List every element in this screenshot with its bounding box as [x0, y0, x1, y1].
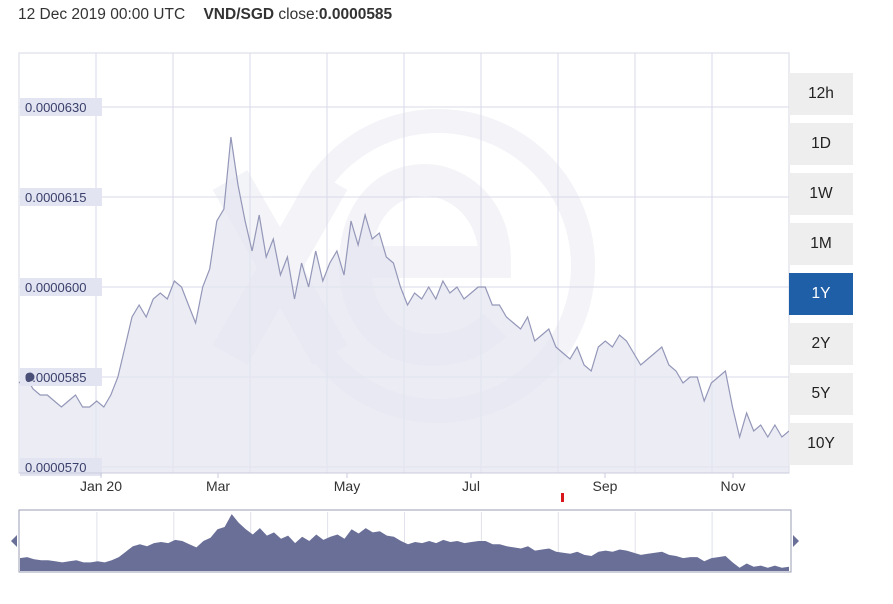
header-close-value: 0.0000585 [318, 6, 393, 23]
header-pair: VND/SGD [203, 6, 275, 23]
x-tick-label: Jan 20 [80, 478, 122, 494]
y-tick-label: 0.0000600 [25, 280, 86, 295]
y-tick-label: 0.0000585 [25, 370, 86, 385]
header-date: 12 Dec 2019 00:00 UTC [18, 6, 186, 23]
y-tick-label: 0.0000570 [25, 460, 86, 475]
y-tick-label-box [20, 98, 102, 116]
range-selector: 12h 1D 1W 1M 1Y 2Y 5Y 10Y [789, 73, 853, 473]
x-tick-label: Mar [206, 478, 230, 494]
x-tick-label: May [334, 478, 360, 494]
x-tick-label: Nov [721, 478, 746, 494]
x-tick-label: Jul [462, 478, 480, 494]
x-axis: Jan 20 Mar May Jul Sep Nov [19, 472, 789, 494]
current-point-marker [25, 372, 35, 382]
y-tick-label: 0.0000615 [25, 190, 86, 205]
selection-marker [561, 493, 564, 502]
y-tick-label-box [20, 458, 102, 476]
range-button-2y[interactable]: 2Y [789, 323, 853, 365]
y-tick-label-box [20, 368, 102, 386]
header-close-label: close: [278, 6, 319, 23]
chart-header: 12 Dec 2019 00:00 UTC VND/SGD close:0.00… [18, 6, 392, 24]
y-tick-label: 0.0000630 [25, 100, 86, 115]
y-axis: 0.0000570 0.0000585 0.0000600 0.0000615 0.00… [20, 98, 102, 476]
range-button-1m[interactable]: 1M [789, 223, 853, 265]
navigator-area [20, 514, 789, 571]
navigator-right-handle[interactable] [793, 535, 799, 547]
range-button-1d[interactable]: 1D [789, 123, 853, 165]
range-button-1y[interactable]: 1Y [789, 273, 853, 315]
range-button-12h[interactable]: 12h [789, 73, 853, 115]
range-button-1w[interactable]: 1W [789, 173, 853, 215]
range-button-10y[interactable]: 10Y [789, 423, 853, 465]
y-tick-label-box [20, 188, 102, 206]
y-tick-label-box [20, 278, 102, 296]
range-button-5y[interactable]: 5Y [789, 373, 853, 415]
navigator-left-handle[interactable] [11, 535, 17, 547]
range-navigator[interactable] [11, 509, 799, 573]
rate-area [19, 137, 789, 473]
rate-line [18, 136, 790, 440]
x-tick-label: Sep [593, 478, 618, 494]
